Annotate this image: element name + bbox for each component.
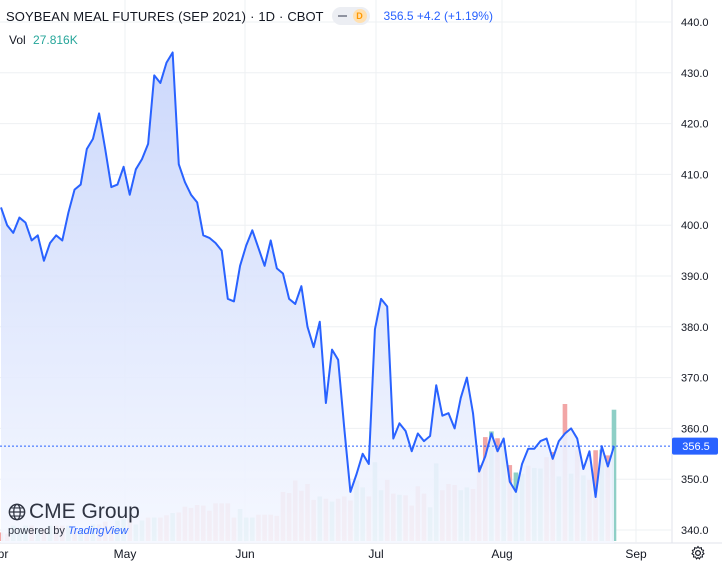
- y-tick-label: 430.0: [681, 68, 709, 80]
- last-price: 356.5: [383, 9, 414, 23]
- price-line: [0, 51, 615, 498]
- minus-icon[interactable]: [337, 15, 347, 17]
- x-tick-label: May: [114, 547, 137, 561]
- volume-legend: Vol 27.816K: [9, 33, 78, 47]
- x-axis: pr May Jun Jul Aug Sep: [0, 547, 647, 561]
- price-change-pct: (+1.19%): [443, 9, 493, 23]
- y-tick-label: 370.0: [681, 373, 709, 385]
- separator: ·: [250, 8, 255, 24]
- y-tick-label: 350.0: [681, 474, 709, 486]
- price-readout: 356.5 +4.2 (+1.19%): [384, 9, 493, 23]
- price-area: [1, 52, 614, 543]
- indicator-badge[interactable]: D: [352, 9, 367, 23]
- cme-logo[interactable]: CME Group powered by TradingView: [8, 500, 140, 537]
- last-price-badge: 356.5: [672, 437, 718, 455]
- y-tick-label: 390.0: [681, 271, 709, 283]
- indicator-pill[interactable]: D: [331, 7, 370, 25]
- gear-icon[interactable]: [690, 545, 706, 561]
- exchange-label: CBOT: [287, 8, 324, 24]
- powered-by-label: powered by: [8, 525, 65, 537]
- brand-name: CME Group: [29, 500, 140, 523]
- y-tick-label: 400.0: [681, 220, 709, 232]
- y-axis: 340.0 350.0 360.0 370.0 380.0 390.0 400.0 410.0…: [681, 17, 709, 537]
- y-tick-label: 380.0: [681, 322, 709, 334]
- y-tick-label: 410.0: [681, 169, 709, 181]
- y-tick-label: 420.0: [681, 119, 709, 131]
- y-tick-label: 440.0: [681, 17, 709, 29]
- x-tick-label: Jul: [368, 547, 383, 561]
- y-tick-label: 360.0: [681, 423, 709, 435]
- volume-label: Vol: [9, 33, 26, 47]
- y-tick-label: 340.0: [681, 525, 709, 537]
- x-tick-label: Jun: [235, 547, 254, 561]
- separator: ·: [279, 8, 284, 24]
- globe-icon: [8, 503, 26, 521]
- platform-name: TradingView: [67, 525, 129, 537]
- last-price-label: 356.5: [682, 441, 710, 453]
- symbol-title[interactable]: SOYBEAN MEAL FUTURES (SEP 2021): [6, 8, 247, 24]
- x-tick-label: Sep: [625, 547, 647, 561]
- chart-header: SOYBEAN MEAL FUTURES (SEP 2021) · 1D · C…: [6, 7, 493, 25]
- interval-label[interactable]: 1D: [258, 8, 276, 24]
- volume-value: 27.816K: [33, 33, 78, 47]
- x-tick-label: pr: [0, 547, 8, 561]
- price-change: +4.2: [416, 9, 441, 23]
- x-tick-label: Aug: [491, 547, 512, 561]
